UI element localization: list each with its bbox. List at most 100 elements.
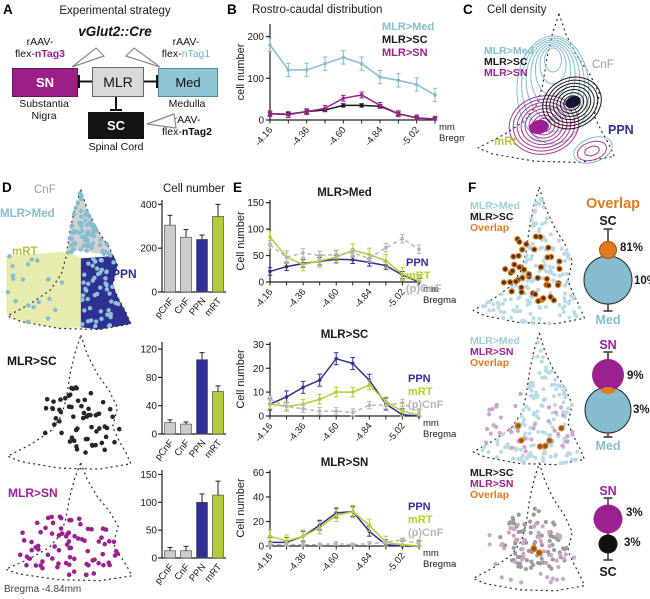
svg-text:mRT: mRT	[406, 270, 431, 282]
f1-legend-sc: MLR>SC	[470, 211, 514, 223]
panelC-legend-sn: MLR>SN	[484, 67, 528, 79]
svg-text:PPN: PPN	[408, 373, 431, 385]
svg-text:Bregma: Bregma	[439, 133, 465, 144]
f3-legend-sn: MLR>SN	[470, 478, 514, 490]
svg-text:10%: 10%	[634, 275, 650, 287]
svg-text:20: 20	[253, 517, 265, 528]
panel-letter-a: A	[3, 2, 13, 17]
bregma-label: Bregma -4.84mm	[4, 584, 82, 595]
svg-text:Cell number: Cell number	[235, 349, 247, 409]
panelD-scatter-sn	[5, 462, 133, 582]
virus-sn-tag: nTag3	[34, 48, 65, 61]
svg-text:3%: 3%	[633, 404, 650, 416]
panelD-label-mrt: mRT	[12, 246, 38, 258]
svg-text:SN: SN	[599, 484, 616, 498]
f2-legend-overlap: Overlap	[470, 357, 510, 369]
panelA-title: Experimental strategy	[59, 5, 171, 17]
svg-text:-5.02: -5.02	[385, 287, 407, 311]
panelC-legend-med: MLR>Med	[484, 45, 534, 57]
svg-text:mRT: mRT	[408, 386, 433, 398]
svg-text:Med: Med	[596, 313, 621, 327]
svg-text:Bregma: Bregma	[423, 295, 457, 306]
svg-text:MLR>Med: MLR>Med	[317, 187, 372, 199]
panelD-scatter-med	[5, 188, 132, 331]
svg-text:-4.60: -4.60	[319, 421, 341, 445]
svg-text:-5.02: -5.02	[385, 421, 407, 445]
svg-text:40: 40	[253, 492, 265, 503]
svg-text:-4.16: -4.16	[253, 551, 275, 575]
svg-text:50: 50	[253, 251, 265, 262]
svg-text:3%: 3%	[626, 507, 643, 519]
svg-text:0: 0	[151, 430, 157, 441]
svg-text:SC: SC	[599, 214, 616, 228]
svg-text:80: 80	[146, 373, 158, 384]
svg-text:(p)CnF: (p)CnF	[408, 527, 444, 539]
svg-text:MLR>SC: MLR>SC	[321, 329, 369, 341]
panel-letter-b: B	[227, 2, 237, 17]
virus-sc-line1: rAAV-	[173, 114, 201, 126]
panelA-subtitle: vGlut2::Cre	[78, 24, 152, 39]
panelA-connectors	[71, 47, 177, 129]
svg-text:150: 150	[247, 198, 264, 209]
svg-text:Bregma: Bregma	[423, 429, 457, 440]
virus-sn-prefix: flex-	[15, 48, 35, 61]
svg-text:mRT: mRT	[203, 296, 225, 319]
svg-text:MLR>SC: MLR>SC	[382, 34, 428, 46]
svg-text:-4.60: -4.60	[319, 287, 341, 311]
svg-text:-4.36: -4.36	[286, 551, 308, 575]
svg-text:0: 0	[151, 288, 157, 299]
svg-text:100: 100	[140, 498, 157, 509]
panel-letter-d: D	[2, 180, 12, 195]
svg-text:-5.02: -5.02	[400, 125, 422, 149]
panelC-title: Cell density	[487, 4, 547, 16]
panelF-scatter-3	[472, 462, 586, 592]
svg-text:0: 0	[258, 116, 264, 127]
panelD-label-mlrsn: MLR>SN	[8, 486, 58, 500]
svg-text:120: 120	[140, 345, 157, 356]
panelF-overlap-diagram-2: SN Med 9% 3%	[584, 338, 650, 453]
svg-text:81%: 81%	[620, 242, 643, 254]
svg-text:10: 10	[253, 388, 265, 399]
panelF-overlap-diagram-3: SN SC 3% 3%	[593, 484, 643, 579]
svg-text:Med: Med	[596, 439, 621, 453]
virus-label-sc: rAAV- flex-nTag2	[148, 114, 226, 139]
svg-text:3%: 3%	[624, 537, 641, 549]
svg-text:0: 0	[258, 412, 264, 423]
svg-text:-4.16: -4.16	[253, 287, 275, 311]
virus-sc-prefix: flex-	[162, 126, 182, 139]
panelD-label-cnf: CnF	[34, 184, 56, 196]
svg-text:Bregma: Bregma	[423, 559, 457, 570]
svg-text:20: 20	[253, 364, 265, 375]
svg-text:-5.02: -5.02	[385, 551, 407, 575]
sn-box: SN	[12, 68, 78, 97]
svg-text:-4.16: -4.16	[253, 421, 275, 445]
panelB-title: Rostro-caudal distribution	[252, 4, 383, 16]
sc-box: SC	[88, 112, 144, 139]
svg-text:mm: mm	[439, 122, 455, 133]
panelD-label-ppn: PPN	[112, 267, 137, 281]
svg-text:-4.36: -4.36	[286, 421, 308, 445]
caption-substantia-nigra: Substantia Nigra	[19, 98, 69, 123]
svg-text:200: 200	[140, 244, 157, 255]
f1-legend-overlap: Overlap	[470, 222, 510, 234]
panelF-scatter-1	[472, 186, 586, 326]
svg-text:-4.16: -4.16	[253, 125, 275, 149]
panel-letter-e: E	[233, 180, 243, 195]
svg-text:PPN: PPN	[406, 257, 429, 269]
panelD-label-mlrmed: MLR>Med	[0, 208, 55, 220]
svg-text:mRT: mRT	[408, 514, 433, 526]
panelC-density-map	[477, 13, 615, 164]
svg-text:MLR>SN: MLR>SN	[382, 47, 428, 59]
svg-text:PPN: PPN	[408, 501, 431, 513]
panelD-label-mlrsc: MLR>SC	[7, 354, 57, 368]
svg-text:-4.84: -4.84	[352, 421, 374, 445]
virus-med-tag: nTag1	[181, 48, 211, 61]
svg-text:30: 30	[253, 340, 265, 351]
f3-legend-sc: MLR>SC	[470, 467, 514, 479]
panel-letter-c: C	[463, 2, 473, 17]
panelE-chart-med: 0 50 100 150 -4.16 -4.36 -4.60 -4.84 -5.02 mmBreg…	[235, 187, 457, 311]
svg-text:(p)CnF: (p)CnF	[408, 399, 444, 411]
